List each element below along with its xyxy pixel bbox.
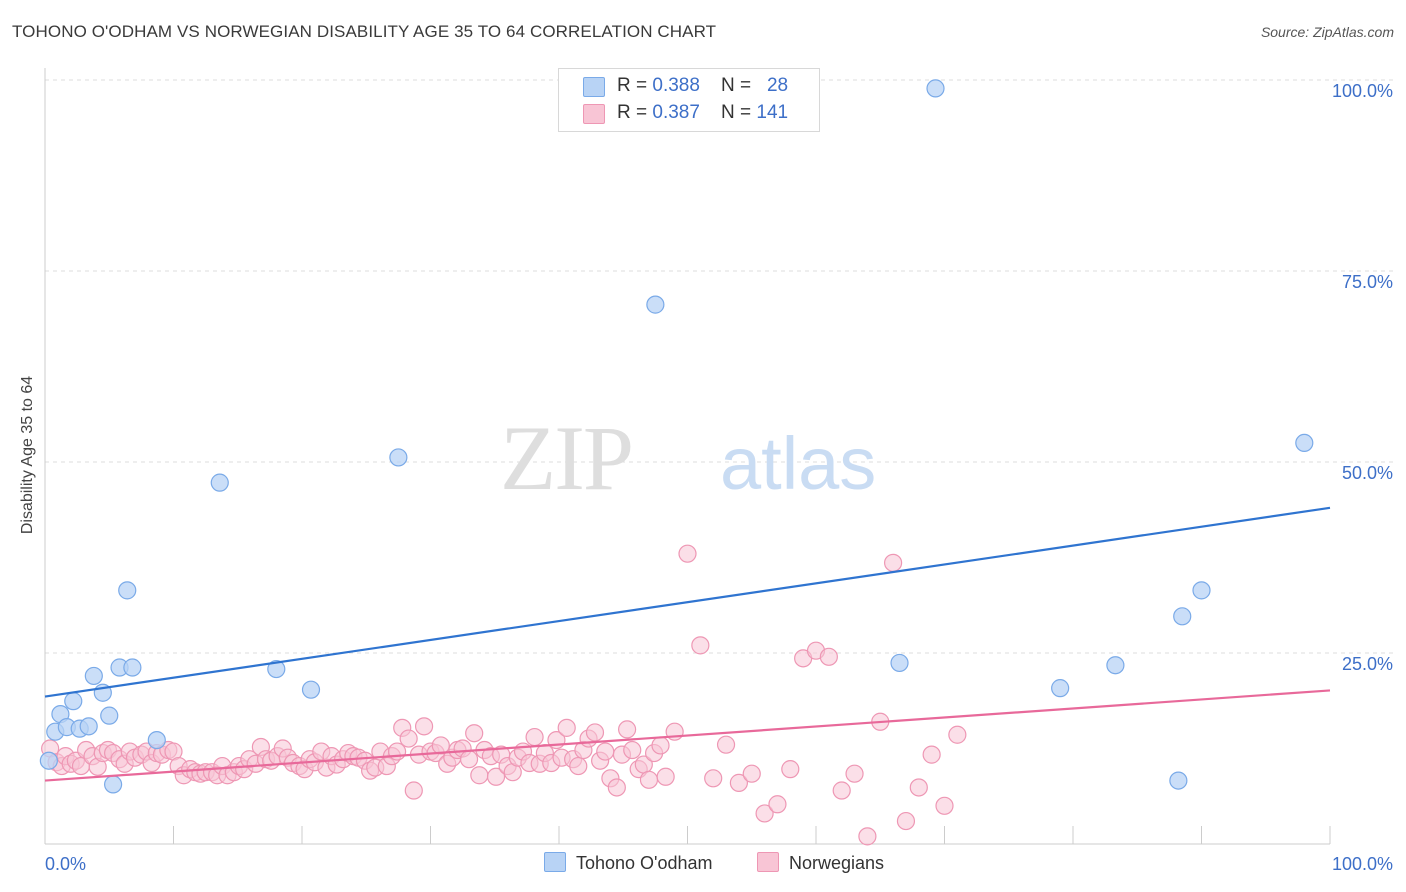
axes [44, 68, 1331, 845]
norwegians-point [525, 727, 544, 747]
norwegians-point [768, 795, 787, 814]
norwegians-swatch [583, 104, 605, 124]
tick-labels: 25.0% 50.0% 75.0% 100.0% 0.0% 100.0% [45, 81, 1393, 874]
tohono-point [147, 730, 166, 750]
norwegians-point [948, 725, 967, 744]
norwegians-point [585, 723, 605, 742]
norwegians-point [755, 804, 774, 823]
tohono-swatch [583, 77, 605, 97]
source-label: Source: ZipAtlas.com [1260, 24, 1394, 40]
norwegians-point [678, 544, 697, 563]
x-tick-label: 0.0% [45, 854, 86, 874]
norwegians-point [716, 735, 736, 754]
norwegians-point [623, 740, 642, 760]
bottom-legend-label: Norwegians [789, 853, 885, 873]
norwegians-point [729, 773, 749, 792]
norwegians-points [41, 544, 967, 846]
tohono-point [1192, 581, 1211, 600]
norwegians-point [935, 796, 954, 815]
tohono-point [210, 473, 229, 492]
norwegians-point [691, 636, 710, 655]
legend-n-label: N = [721, 102, 757, 123]
norwegians-point [909, 778, 928, 797]
norwegians-point [651, 736, 670, 755]
tohono-point [64, 692, 83, 711]
norwegians-point [883, 553, 903, 572]
tohono-point [1169, 771, 1188, 790]
chart-title: TOHONO O'ODHAM VS NORWEGIAN DISABILITY A… [12, 22, 717, 41]
watermark-atlas: atlas [720, 422, 876, 505]
tohono-point [118, 581, 137, 600]
norwegians-point [431, 736, 450, 755]
legend-r-label: R = [617, 102, 653, 123]
x-tick-label: 100.0% [1332, 854, 1393, 874]
tohono-point [301, 680, 321, 699]
legend-n-value: 28 [766, 75, 789, 96]
norwegians-point [742, 764, 761, 783]
norwegians-point [704, 769, 723, 788]
legend-r-label: R = [617, 75, 653, 96]
tohono-point [267, 659, 286, 679]
tohono-point [123, 658, 142, 677]
legend-r-value: 0.388 [652, 75, 700, 96]
watermark-zip: ZIP [500, 407, 632, 509]
bottom-legend-tohono: Tohono O'odham [544, 852, 713, 874]
tohono-point [79, 717, 98, 736]
norwegians-point [414, 717, 434, 736]
tohono-point [1173, 607, 1192, 626]
norwegians-point [465, 724, 484, 743]
norwegians-point [845, 764, 864, 783]
norwegians-point [596, 742, 615, 761]
watermark: ZIP atlas [500, 407, 876, 509]
y-tick-label: 75.0% [1342, 272, 1393, 292]
tohono-point [1051, 679, 1070, 698]
tohono-point [104, 775, 123, 794]
tohono-point [926, 79, 945, 98]
trend-lines [44, 506, 1331, 782]
legend-n-label: N = [721, 75, 757, 96]
norwegians-point [639, 770, 659, 789]
tohono-swatch [544, 852, 566, 872]
gridlines [45, 79, 1395, 654]
norwegians-point [470, 766, 489, 785]
tohono-point [646, 295, 665, 314]
norwegians-swatch [757, 852, 779, 872]
tohono-point [890, 653, 909, 673]
tohono-points [39, 79, 1314, 794]
norwegians-point [557, 718, 576, 737]
norwegians-point [607, 778, 626, 797]
norwegians-trend-line [44, 689, 1331, 782]
y-tick-label: 50.0% [1342, 463, 1393, 483]
norwegians-point [858, 827, 877, 846]
y-tick-label: 100.0% [1332, 81, 1393, 101]
tohono-point [39, 751, 58, 770]
tohono-point [84, 666, 103, 686]
norwegians-point [896, 811, 916, 831]
tohono-point [389, 448, 408, 467]
y-tick-label: 25.0% [1342, 654, 1393, 674]
tohono-point [1295, 433, 1314, 452]
norwegians-point [486, 767, 506, 786]
bottom-legend-norwegians: Norwegians [757, 852, 884, 874]
tohono-point [100, 706, 119, 725]
norwegians-point [459, 750, 479, 769]
legend-r-value: 0.387 [652, 102, 700, 123]
norwegians-point [656, 767, 675, 786]
bottom-legend-label: Tohono O'odham [576, 853, 713, 873]
norwegians-point [618, 720, 637, 739]
norwegians-point [404, 781, 423, 800]
norwegians-point [781, 760, 800, 779]
norwegians-point [832, 781, 851, 800]
correlation-legend: R = 0.388 N = 28 R = 0.387 N = 141 [558, 68, 820, 132]
legend-n-value: 141 [756, 102, 789, 123]
tohono-point [1106, 656, 1125, 675]
norwegians-point [819, 647, 838, 666]
tohono-trend-line [44, 506, 1331, 698]
norwegians-point [922, 745, 941, 764]
norwegians-point [569, 756, 588, 776]
norwegians-point [399, 729, 418, 748]
